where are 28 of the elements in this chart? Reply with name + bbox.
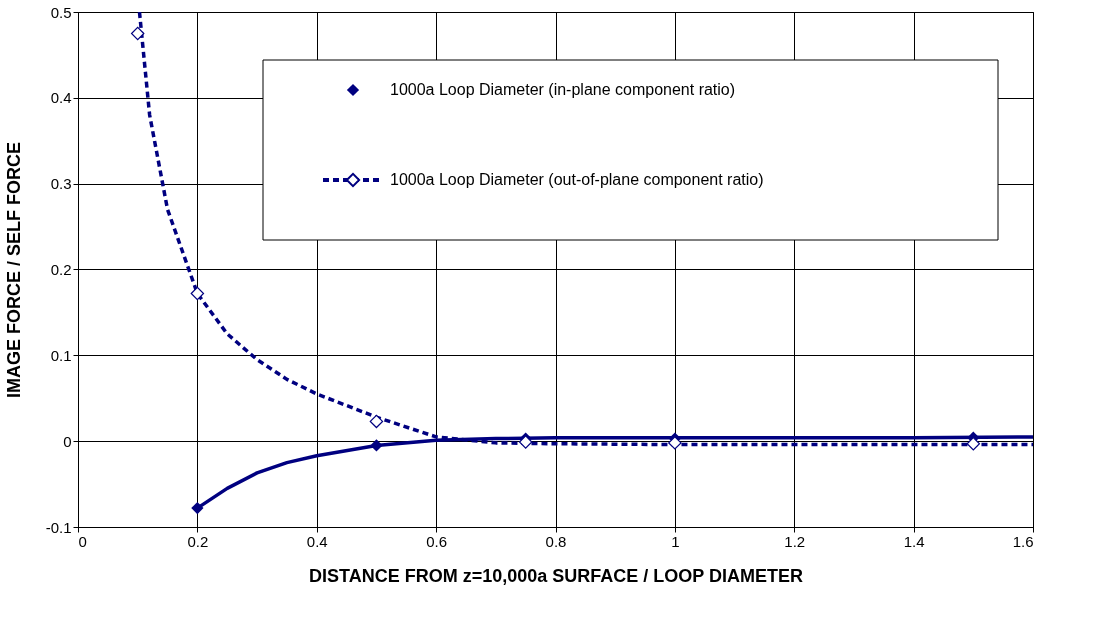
y-tick-label: 0 (63, 432, 72, 450)
y-tick-label: -0.1 (45, 518, 72, 536)
point (190, 286, 205, 301)
x-tick-label: 1.4 (903, 532, 925, 550)
x-tick-label: 0 (78, 532, 87, 550)
point (518, 435, 533, 449)
legend-label: 1000a Loop Diameter (in-plane component ratio) (390, 81, 736, 98)
x-tick-label: 0.6 (426, 532, 448, 550)
x-tick-label: 1.2 (784, 532, 806, 550)
x-axis-title: DISTANCE FROM z=10,000a SURFACE / LOOP DIAMETER (309, 565, 803, 586)
point (370, 439, 383, 452)
point (668, 436, 682, 450)
y-tick-label: 0.4 (50, 89, 72, 107)
y-axis-title: IMAGE FORCE / SELF FORCE (3, 141, 24, 399)
y-tick-label: 0.5 (50, 3, 72, 21)
y-tick-label: 0.3 (50, 175, 72, 193)
y-tick-label: 0.1 (50, 346, 72, 364)
legend-label: 1000a Loop Diameter (out-of-plane component ratio) (390, 171, 764, 188)
point (130, 26, 145, 41)
x-tick-label: 1 (671, 532, 680, 550)
point (369, 414, 384, 429)
point (966, 437, 981, 451)
y-tick-label: 0.2 (50, 261, 72, 278)
point (191, 501, 204, 515)
x-tick-label: 0.8 (545, 532, 567, 550)
x-tick-label: 0.4 (306, 532, 328, 550)
x-tick-label: 0.2 (187, 532, 209, 550)
x-tick-label: 1.6 (1012, 532, 1034, 550)
